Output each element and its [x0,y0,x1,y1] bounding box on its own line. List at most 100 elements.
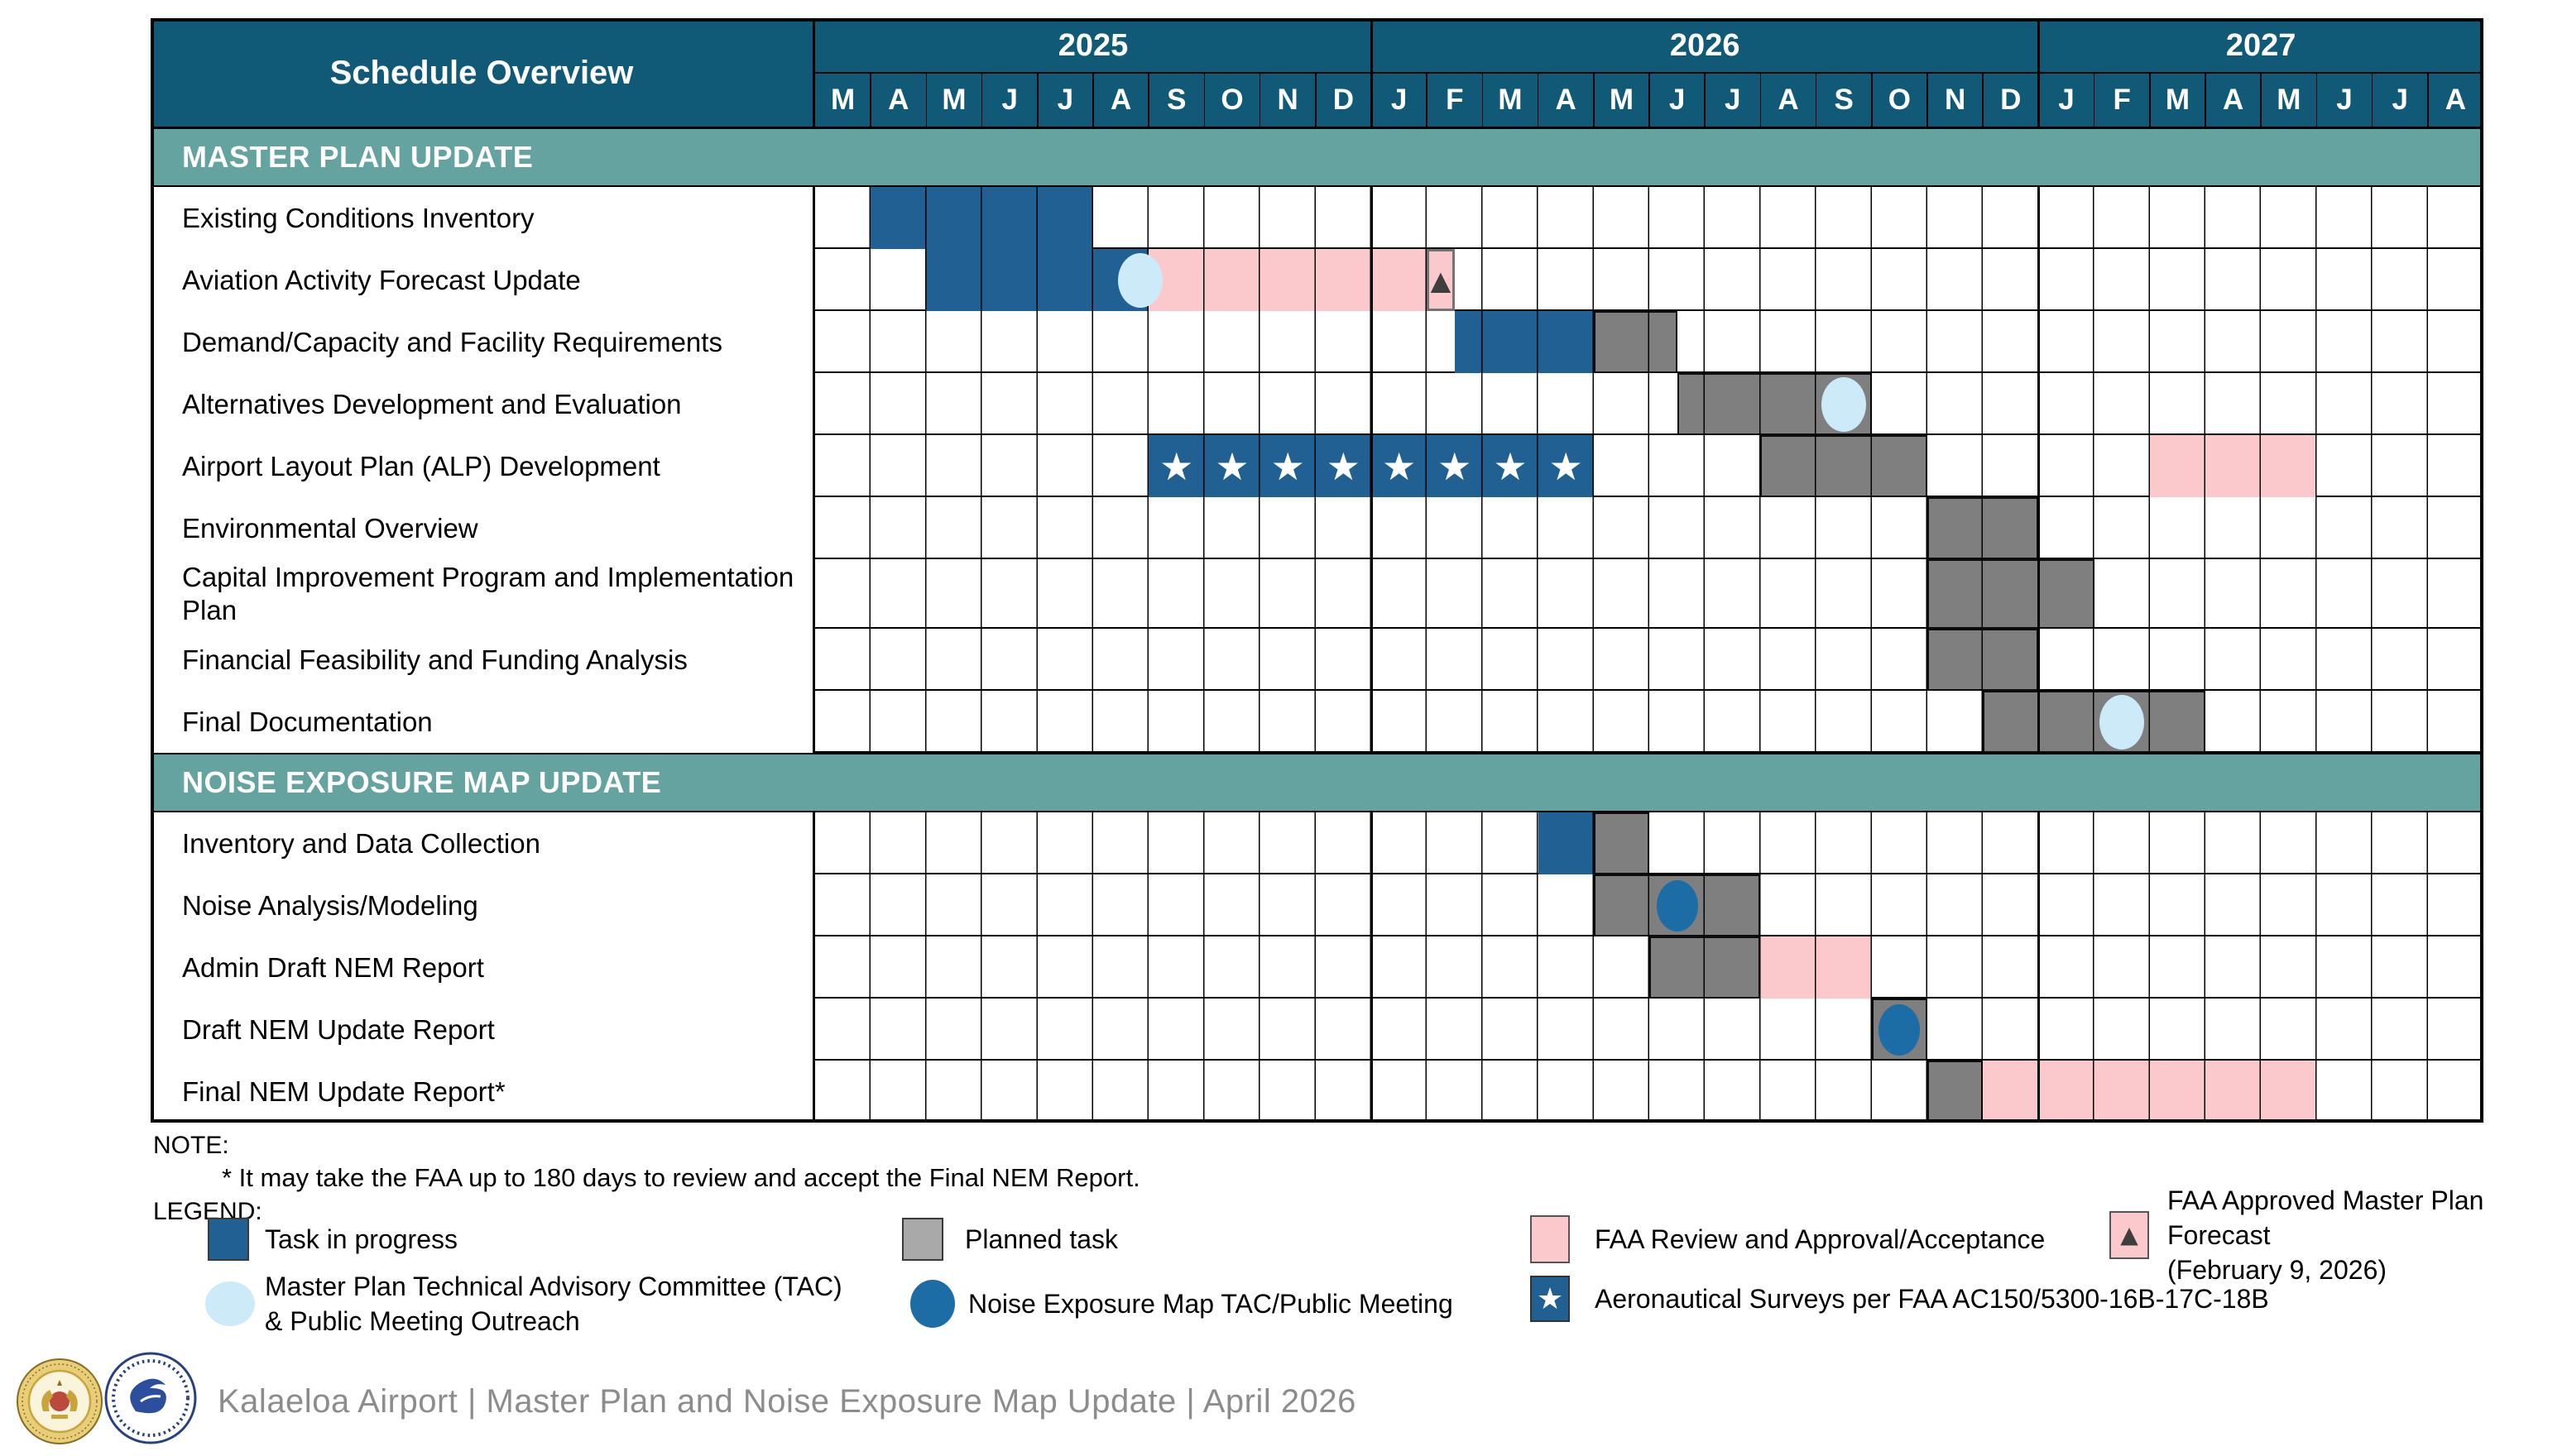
legend-swatch-forecast-approved: ▲ [2109,1211,2149,1259]
legend-label-line: Aeronautical Surveys per FAA AC150/5300-… [1595,1284,2269,1314]
month-header: M [2165,84,2190,116]
task-label: Existing Conditions Inventory [151,187,815,249]
month-header: J [2392,84,2408,116]
year-divider [2037,187,2040,249]
legend-label-line: & Public Meeting Outreach [265,1306,580,1336]
month-header: D [1332,84,1355,116]
month-divider [1092,73,1094,127]
legend-item-label: FAA Approved Master Plan Forecast (Februa… [2167,1183,2567,1287]
month-header: N [1944,84,1966,116]
month-gridlines [815,629,2483,691]
legend-swatch-aero-surveys: ★ [1530,1276,1570,1322]
schedule-title: Schedule Overview [151,18,815,127]
year-divider [2037,435,2040,497]
forecast-triangle-icon: ▲ [1430,264,1451,296]
month-divider [1926,73,1928,127]
bar-in-progress [926,249,1149,311]
mp-tac-meeting-marker [2099,694,2145,750]
year-divider [1370,187,1373,249]
month-gridlines [815,559,2483,629]
task-row: Aviation Activity Forecast Update ▲ [151,249,2483,311]
month-divider [1148,73,1149,127]
legend-item-label: Task in progress [265,1222,458,1257]
legend-swatch-planned [902,1218,943,1261]
task-timeline [815,1061,2483,1123]
nem-tac-meeting-marker [1878,1003,1921,1056]
forecast-triangle-icon: ▲ [2120,1221,2138,1248]
survey-star-icon: ★ [1536,1281,1564,1316]
year-divider [2037,999,2040,1061]
month-header: M [2277,84,2301,116]
task-timeline [815,936,2483,999]
month-header: F [2113,84,2131,116]
survey-star-icon: ★ [1270,443,1305,489]
bar-planned [1927,497,2039,559]
bar-planned [1983,691,2205,753]
month-divider [2315,73,2318,127]
survey-star-icon: ★ [1493,443,1528,489]
month-divider [1315,73,1317,127]
bar-forecast-approved: ▲ [1427,249,1455,311]
bar-faa-review [2149,435,2317,497]
month-header: A [1778,84,1799,116]
month-gridlines [815,497,2483,559]
legend-item-label: FAA Review and Approval/Acceptance [1595,1222,2045,1257]
survey-star-icon: ★ [1548,443,1583,489]
year-header: 2027 [2225,27,2296,63]
month-divider [1759,73,1762,127]
task-row: Admin Draft NEM Report [151,936,2483,999]
bar-in-progress [1454,311,1594,373]
section-band: MASTER PLAN UPDATE [151,127,2483,187]
task-label: Final NEM Update Report* [151,1061,815,1123]
survey-star-icon: ★ [1381,443,1417,489]
task-label: Draft NEM Update Report [151,999,815,1061]
task-row: Financial Feasibility and Funding Analys… [151,629,2483,691]
task-row: Demand/Capacity and Facility Requirement… [151,311,2483,373]
month-gridlines [815,373,2483,435]
task-timeline [815,497,2483,559]
month-divider [1982,73,1984,127]
legend-swatch-in-progress [208,1218,249,1261]
survey-star-icon: ★ [1437,443,1472,489]
year-month-divider [815,72,2483,74]
year-divider [2037,373,2040,435]
legend-item-label: Noise Exposure Map TAC/Public Meeting [968,1286,1453,1321]
task-timeline [815,559,2483,629]
note-heading: NOTE: [153,1132,229,1159]
task-timeline [815,629,2483,691]
year-divider [1370,874,1373,936]
month-header: S [1834,84,1854,116]
month-header: A [2445,84,2467,116]
hawaii-state-seal-logo [15,1357,104,1450]
month-divider [1481,73,1484,127]
bar-planned [1927,629,2039,691]
month-divider [870,73,871,127]
footer-caption: Kalaeloa Airport | Master Plan and Noise… [218,1383,1356,1420]
month-header: N [1277,84,1298,116]
legend-label-line: FAA Review and Approval/Acceptance [1595,1224,2046,1254]
task-timeline [815,999,2483,1061]
year-divider [1370,629,1373,691]
month-header: J [1668,84,1686,116]
year-divider [1370,999,1373,1061]
month-divider [1426,73,1427,127]
month-divider [1593,73,1595,127]
month-header: O [1888,84,1911,116]
month-header: J [2058,84,2075,116]
month-header: A [888,84,909,116]
task-row: Inventory and Data Collection [151,812,2483,874]
task-label: Demand/Capacity and Facility Requirement… [151,311,815,373]
task-label: Admin Draft NEM Report [151,936,815,999]
section-band-label: NOISE EXPOSURE MAP UPDATE [182,765,662,799]
legend-label-line: FAA Approved Master Plan Forecast [2167,1185,2484,1250]
task-timeline: ▲ [815,249,2483,311]
task-row: Noise Analysis/Modeling [151,874,2483,936]
month-divider [981,73,983,127]
year-divider [1370,311,1373,373]
mp-tac-meeting-marker [1118,252,1164,308]
month-divider [2093,73,2095,127]
section-band-label: MASTER PLAN UPDATE [182,140,534,174]
task-timeline [815,812,2483,874]
month-header: O [1221,84,1244,116]
